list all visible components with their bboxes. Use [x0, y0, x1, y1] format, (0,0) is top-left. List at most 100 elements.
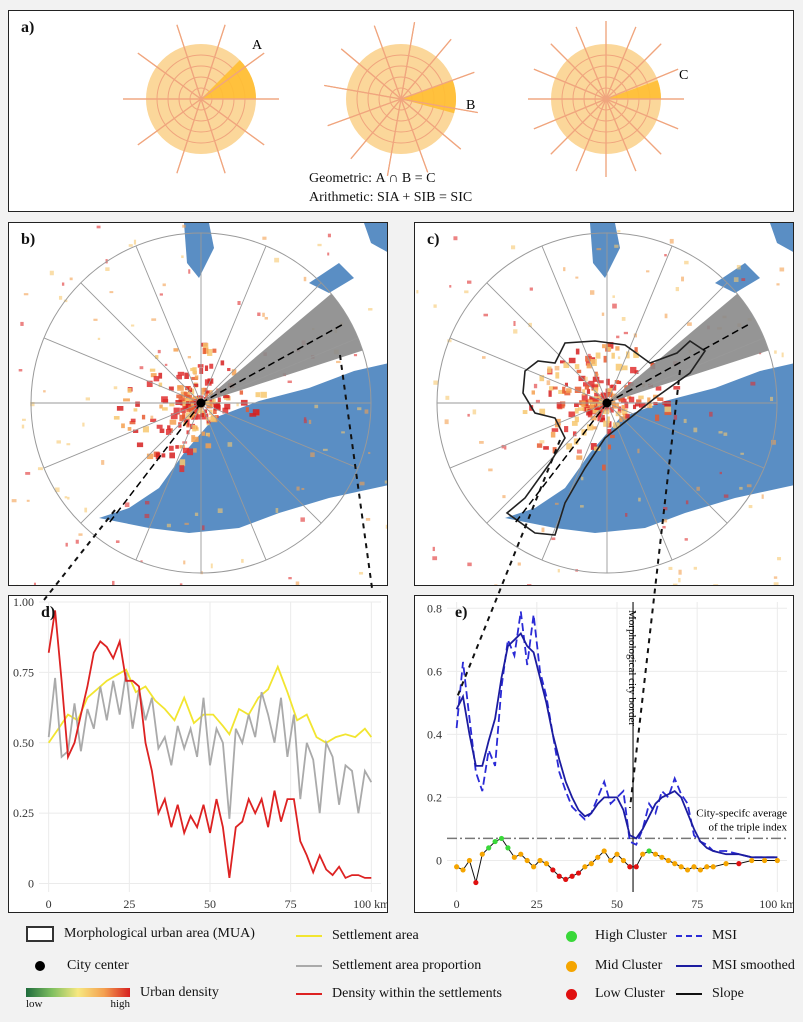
cluster-point-low	[736, 861, 742, 867]
rural-patch	[365, 517, 371, 521]
rural-patch	[384, 480, 387, 484]
geometric-formula: A ∩ B = C	[375, 171, 436, 186]
density-low-label: low	[26, 998, 43, 1010]
rural-patch	[625, 513, 628, 517]
highlighted-sector	[606, 80, 661, 99]
urban-patch	[212, 398, 216, 404]
urban-patch	[201, 387, 205, 395]
rural-patch	[513, 329, 518, 334]
urban-patch	[185, 394, 192, 400]
rural-patch	[616, 335, 620, 339]
rural-patch	[718, 431, 723, 434]
urban-patch	[224, 403, 231, 410]
lake-inlet	[309, 263, 354, 293]
panel-b-label: b)	[21, 231, 36, 248]
rural-patch	[770, 396, 774, 402]
urban-patch	[586, 389, 591, 394]
city-center-dot	[196, 398, 206, 408]
legend-city-center: City center	[26, 958, 129, 974]
series-msi	[455, 611, 778, 859]
rural-patch	[488, 468, 493, 472]
cluster-point-mid	[723, 861, 729, 867]
urban-patch	[209, 363, 214, 369]
urban-patch	[607, 388, 613, 393]
rural-patch	[303, 276, 307, 282]
urban-patch	[573, 438, 579, 445]
rural-patch	[140, 560, 143, 563]
rural-patch	[84, 507, 88, 513]
urban-patch	[135, 401, 140, 407]
rural-patch	[295, 581, 300, 585]
rural-patch	[113, 386, 118, 390]
highlighted-sector	[401, 80, 456, 114]
x-tick-label: 50	[204, 897, 216, 911]
urban-patch	[611, 352, 615, 359]
urban-patch	[203, 409, 208, 414]
urban-patch	[602, 344, 608, 349]
urban-patch	[548, 390, 552, 397]
rural-patch	[483, 313, 489, 317]
urban-patch	[179, 459, 186, 467]
diagram-b: B	[324, 22, 478, 176]
rural-patch	[164, 363, 168, 366]
cluster-point-low	[563, 876, 569, 882]
x-tick-label: 25	[531, 897, 543, 911]
rural-patch	[109, 291, 114, 294]
rural-patch	[314, 404, 319, 409]
rural-patch	[575, 276, 579, 279]
urban-patch	[226, 396, 231, 401]
rural-patch	[678, 569, 682, 575]
rural-patch	[364, 409, 369, 414]
rural-patch	[513, 320, 516, 326]
rural-patch	[584, 376, 588, 382]
rural-patch	[262, 236, 267, 240]
urban-patch	[194, 375, 199, 380]
legend-high-cluster-label: High Cluster	[595, 928, 667, 943]
urban-patch	[621, 365, 628, 371]
rural-patch	[739, 486, 743, 490]
legend-msi-smoothed: MSI smoothed	[676, 958, 795, 974]
city-center-dot	[602, 398, 612, 408]
urban-patch	[185, 412, 193, 420]
rural-patch	[192, 437, 195, 440]
urban-patch	[621, 398, 627, 404]
cluster-point-low	[473, 879, 479, 886]
urban-patch	[180, 391, 187, 398]
urban-patch	[612, 402, 619, 409]
cluster-point-mid	[652, 851, 659, 857]
rural-patch	[646, 270, 650, 273]
grid-spoke	[200, 282, 322, 404]
urban-patch	[606, 343, 610, 349]
urban-patch	[597, 380, 604, 384]
urban-patch	[185, 398, 192, 404]
urban-patch	[200, 413, 205, 418]
urban-patch	[561, 404, 565, 409]
urban-patch	[586, 363, 592, 369]
urban-patch	[603, 355, 607, 363]
rural-patch	[637, 448, 640, 454]
grid-spoke	[135, 245, 202, 404]
rural-patch	[37, 467, 43, 471]
city-average-label-2: of the triple index	[708, 821, 787, 833]
urban-patch	[607, 342, 614, 349]
urban-patch	[558, 389, 566, 394]
urban-patch	[170, 413, 178, 420]
urban-patch	[169, 419, 177, 425]
rural-patch	[23, 293, 29, 296]
rural-patch	[275, 508, 279, 513]
cluster-point-mid	[518, 851, 524, 857]
grid-spoke	[200, 402, 359, 469]
rural-patch	[773, 576, 778, 579]
urban-patch	[547, 366, 552, 373]
urban-patch	[586, 424, 594, 431]
urban-patch	[576, 369, 582, 374]
rural-patch	[467, 413, 470, 417]
urban-patch	[150, 373, 157, 378]
x-tick-label: 100 km	[759, 897, 794, 911]
msi-smoothed-line	[676, 965, 702, 967]
urban-patch	[653, 401, 658, 405]
urban-patch	[155, 452, 161, 460]
rural-patch	[713, 584, 719, 585]
rural-patch	[303, 417, 307, 421]
urban-patch	[212, 348, 217, 353]
